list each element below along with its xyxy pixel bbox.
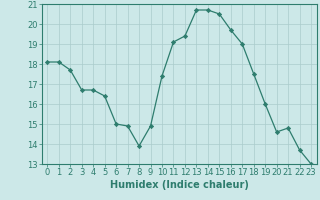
X-axis label: Humidex (Indice chaleur): Humidex (Indice chaleur)	[110, 180, 249, 190]
